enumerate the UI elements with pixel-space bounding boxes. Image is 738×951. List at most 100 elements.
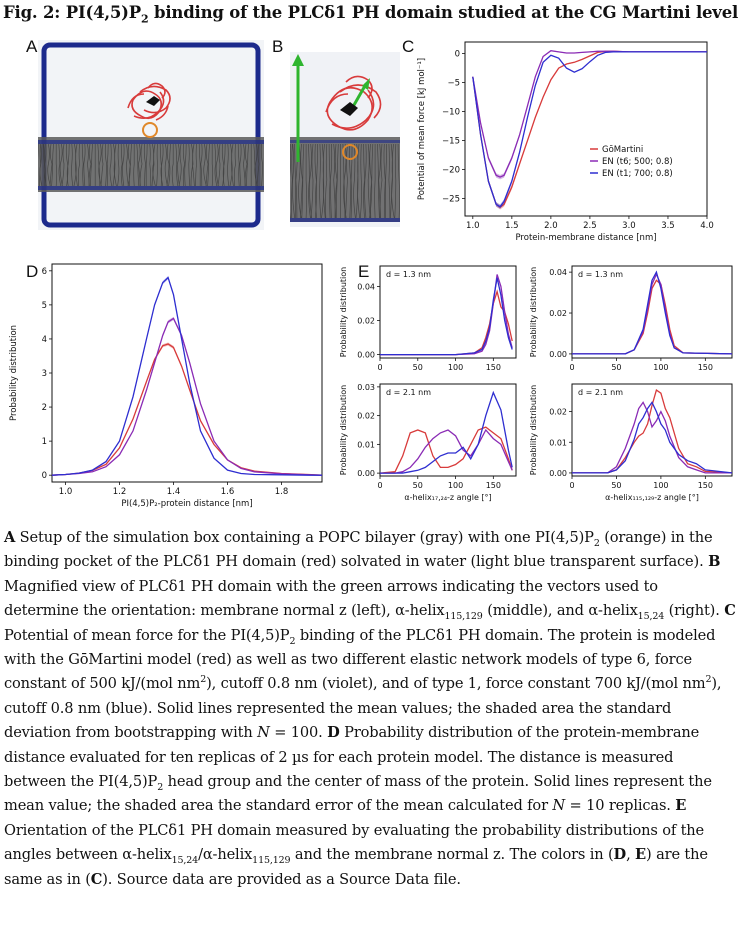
y-tick-label: 0.00 — [549, 350, 567, 359]
simulation-box-image — [38, 40, 264, 230]
panel-letter-c: C — [402, 37, 415, 56]
x-tick-label: 0 — [569, 481, 574, 490]
caption-sub: 2 — [157, 781, 164, 793]
angle-distribution-bottom-left: 0 50 100 150 0.00 0.01 0.02 0.03 α-helix₁₇,₂₄-z … — [339, 383, 517, 502]
series-line-blue — [472, 51, 707, 208]
series-line-violet — [572, 272, 733, 355]
x-tick-label: 50 — [413, 363, 423, 372]
plot-frame — [379, 383, 517, 477]
series-error-band — [52, 316, 322, 476]
angle-distribution-top-left: 0 50 100 150 0.00 0.02 0.04 Probability distrib… — [339, 265, 517, 372]
x-tick-label: 50 — [611, 481, 621, 490]
magnified-protein-image — [290, 52, 400, 227]
caption-letter: E — [675, 797, 687, 815]
y-tick-label: 2 — [42, 403, 47, 413]
x-tick-label: 1.0 — [59, 487, 73, 497]
y-axis-label: Probability distribution — [529, 385, 538, 475]
series-line-violet — [51, 317, 323, 476]
x-tick-label: 1.0 — [466, 221, 480, 231]
protein-structure — [127, 82, 171, 121]
figure-title: Fig. 2: PI(4,5)P2 binding of the PLCδ1 P… — [3, 3, 738, 25]
x-tick-label: 0 — [569, 363, 574, 372]
series-line-violet — [380, 274, 513, 356]
panel-annotation: d = 2.1 nm — [386, 388, 431, 397]
legend-entry: GōMartini — [602, 145, 643, 155]
caption-text: (right). — [664, 602, 725, 620]
series-line-blue — [51, 276, 322, 476]
plot-frame — [464, 41, 708, 217]
y-tick-label: 0.02 — [549, 408, 567, 417]
series-line-violet — [380, 428, 513, 474]
x-tick-label: 3.5 — [661, 221, 675, 231]
series-line-blue — [572, 270, 733, 355]
y-tick-label: 0.04 — [357, 282, 375, 291]
series-line-blue — [572, 401, 733, 474]
x-tick-label: 150 — [486, 363, 501, 372]
y-tick-label: 0.01 — [357, 440, 375, 449]
x-axis-label: α-helix₁₁₅,₁₂₉-z angle [°] — [605, 493, 699, 502]
x-axis-label: α-helix₁₇,₂₄-z angle [°] — [404, 493, 491, 502]
angle-distribution-top-right: 0 50 100 150 0.00 0.02 0.04 Probability distrib… — [529, 265, 733, 372]
x-tick-label: 0 — [377, 363, 382, 372]
caption-sub: 15,24 — [637, 611, 665, 623]
y-tick-label: 0.02 — [549, 309, 567, 318]
caption-text: Probability distribution of the protein-… — [4, 724, 700, 791]
caption-text: head group and the center of mass of the… — [4, 773, 712, 815]
caption-text: Setup of the simulation box containing a… — [15, 529, 594, 546]
caption-sup: 2 — [200, 674, 207, 686]
panel-annotation: d = 2.1 nm — [578, 388, 623, 397]
y-tick-label: 0.03 — [357, 383, 375, 392]
panel-annotation: d = 1.3 nm — [578, 270, 623, 279]
caption-letter: A — [4, 529, 16, 546]
caption-sub: 2 — [593, 537, 600, 549]
x-tick-label: 50 — [413, 481, 423, 490]
pmf-chart: 1.0 1.5 2.0 2.5 3.0 3.5 4.0 0 −5 −10 −15 −20 −25 Prot… — [417, 41, 714, 243]
y-tick-label: 0.00 — [357, 469, 375, 478]
caption-text: ) are the same as in ( — [4, 846, 708, 888]
x-axis-label: PI(4,5)P₂-protein distance [nm] — [121, 499, 252, 509]
series-line-red — [51, 343, 323, 476]
y-tick-label: 1 — [42, 437, 47, 447]
x-tick-label: 0 — [377, 481, 382, 490]
caption-text: = 100. — [269, 724, 328, 742]
caption-letter: C — [724, 602, 736, 620]
distance-distribution-chart: 1.0 1.2 1.4 1.6 1.8 0 1 2 3 4 5 6 PI(4,5)P₂-protein … — [9, 263, 323, 509]
x-tick-label: 1.5 — [505, 221, 519, 231]
series-line-red — [572, 279, 733, 355]
y-tick-label: 0.01 — [549, 438, 567, 447]
caption-italic: N — [257, 724, 270, 742]
y-tick-label: −25 — [442, 195, 460, 205]
y-tick-label: 6 — [42, 267, 47, 277]
series-line-red — [380, 289, 513, 356]
caption-text: (middle), and α-helix — [482, 602, 638, 620]
caption-text: = 10 replicas. — [565, 797, 676, 815]
caption-letter: D — [613, 846, 627, 864]
caption-sup: 2 — [705, 674, 712, 686]
x-tick-label: 100 — [653, 363, 668, 372]
y-axis-label: Probability distribution — [9, 325, 19, 421]
panel-letter-b: B — [272, 37, 284, 56]
caption-sub: 115,129 — [252, 855, 291, 867]
caption-text: (orange) in the binding pocket of the PL… — [4, 529, 713, 571]
y-tick-label: 3 — [42, 369, 47, 379]
y-tick-label: 0.02 — [357, 412, 375, 421]
plot-frame — [571, 383, 733, 477]
y-tick-label: 0.02 — [357, 317, 375, 326]
y-tick-label: −5 — [447, 79, 460, 89]
caption-text: and the membrane normal z. The colors in… — [290, 846, 614, 864]
plot-frame — [51, 263, 323, 483]
caption-sub: 15,24 — [171, 855, 199, 867]
caption-letter: B — [708, 553, 721, 571]
y-tick-label: 4 — [42, 335, 47, 345]
series-line-red — [379, 426, 513, 474]
title-text: PI(4,5)P — [65, 3, 141, 22]
series-line-blue — [380, 277, 513, 356]
x-tick-label: 1.4 — [167, 487, 181, 497]
title-rest: binding of the PLCδ1 PH domain studied a… — [148, 3, 738, 22]
plot-frame — [379, 265, 517, 359]
caption-text: ). Source data are provided as a Source … — [102, 870, 461, 888]
caption-text: Potential of mean force for the PI(4,5)P — [4, 626, 290, 644]
x-tick-label: 1.6 — [221, 487, 235, 497]
y-axis-label: Probability distribution — [339, 267, 348, 357]
x-tick-label: 100 — [653, 481, 668, 490]
